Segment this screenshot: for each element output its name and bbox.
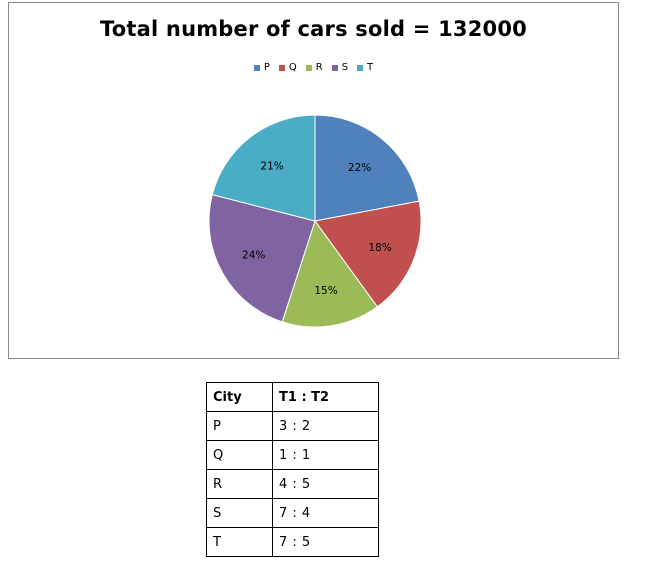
chart-legend: P Q R S T — [9, 62, 618, 73]
city-cell: T — [206, 527, 273, 557]
pie-slice-t — [211, 114, 316, 222]
legend-swatch-q — [278, 64, 285, 71]
ratio-cell: 7 : 4 — [272, 498, 379, 528]
legend-label-t: T — [367, 62, 374, 73]
ratio-table: City T1 : T2 P 3 : 2 Q 1 : 1 R 4 : 5 S 7… — [206, 382, 379, 557]
legend-label-p: P — [263, 62, 270, 73]
pie-chart: 22% 18% 15% 24% 21% — [208, 114, 422, 328]
table-row: Q 1 : 1 — [206, 440, 379, 470]
city-cell: R — [206, 469, 273, 499]
slice-label-p: 22% — [348, 162, 371, 174]
city-cell: P — [206, 411, 273, 441]
legend-item-r: R — [305, 62, 323, 73]
city-cell: Q — [206, 440, 273, 470]
legend-item-t: T — [357, 62, 373, 73]
table-header-row: City T1 : T2 — [206, 382, 379, 412]
ratio-cell: 7 : 5 — [272, 527, 379, 557]
legend-swatch-s — [331, 64, 338, 71]
ratio-cell: 4 : 5 — [272, 469, 379, 499]
pie-slice-p — [314, 114, 420, 222]
legend-item-s: S — [331, 62, 349, 73]
table-row: R 4 : 5 — [206, 469, 379, 499]
slice-label-t: 21% — [260, 161, 283, 173]
legend-label-q: Q — [288, 62, 297, 73]
slice-label-r: 15% — [314, 285, 337, 297]
table-row: P 3 : 2 — [206, 411, 379, 441]
slice-label-q: 18% — [368, 242, 391, 254]
chart-title: Total number of cars sold = 132000 — [100, 17, 527, 41]
pie-slice-s — [208, 194, 316, 323]
table-row: T 7 : 5 — [206, 527, 379, 557]
legend-label-s: S — [341, 62, 349, 73]
slice-label-s: 24% — [242, 250, 265, 262]
legend-label-r: R — [315, 62, 323, 73]
legend-swatch-p — [253, 64, 260, 71]
legend-item-q: Q — [278, 62, 297, 73]
ratio-cell: 3 : 2 — [272, 411, 379, 441]
pie-slice-q — [314, 200, 422, 308]
legend-swatch-r — [305, 64, 312, 71]
chart-frame: Total number of cars sold = 132000 P Q R… — [8, 2, 619, 359]
city-cell: S — [206, 498, 273, 528]
legend-swatch-t — [357, 64, 364, 71]
table-row: S 7 : 4 — [206, 498, 379, 528]
legend-item-p: P — [253, 62, 270, 73]
header-city: City — [206, 382, 273, 412]
ratio-cell: 1 : 1 — [272, 440, 379, 470]
header-ratio: T1 : T2 — [272, 382, 379, 412]
pie-slice-r — [281, 219, 379, 328]
